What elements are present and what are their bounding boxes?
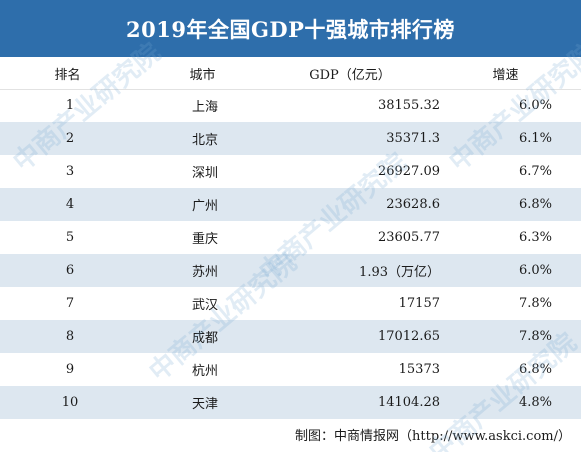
gdp-cell: 23605.77 [377, 230, 440, 245]
growth-cell: 6.0% [518, 98, 552, 113]
growth-cell: 7.8% [518, 329, 552, 344]
gdp-cell: 14104.28 [377, 395, 440, 410]
city-cell: 广州 [191, 199, 218, 214]
header-gdp: GDP（亿元） [309, 67, 391, 83]
header-city: 城市 [189, 67, 216, 83]
growth-cell: 6.1% [518, 131, 552, 146]
table-row: 4 广州 23628.6 6.8% [0, 188, 581, 221]
growth-cell: 7.8% [518, 296, 552, 311]
city-cell: 北京 [191, 133, 218, 148]
rank-cell: 9 [65, 362, 75, 377]
gdp-cell: 17157 [398, 296, 440, 311]
city-cell: 上海 [191, 100, 218, 115]
table-row: 9 杭州 15373 6.8% [0, 353, 581, 386]
city-cell: 成都 [191, 331, 218, 346]
rank-cell: 5 [65, 230, 75, 245]
table-row: 7 武汉 17157 7.8% [0, 287, 581, 320]
city-cell: 武汉 [191, 298, 218, 313]
growth-cell: 6.8% [518, 362, 552, 377]
rank-cell: 2 [65, 131, 75, 146]
growth-cell: 6.3% [518, 230, 552, 245]
rank-cell: 6 [65, 263, 75, 278]
source-note: 制图：中商情报网（http://www.askci.com/） [295, 429, 571, 444]
growth-cell: 4.8% [518, 395, 552, 410]
gdp-cell: 26927.09 [377, 164, 440, 179]
table-row: 5 重庆 23605.77 6.3% [0, 221, 581, 254]
table-row: 3 深圳 26927.09 6.7% [0, 155, 581, 188]
rank-cell: 3 [65, 164, 75, 179]
gdp-cell: 35371.3 [386, 131, 440, 146]
city-cell: 深圳 [191, 166, 218, 181]
header-growth: 增速 [492, 67, 519, 83]
growth-cell: 6.0% [518, 263, 552, 278]
rank-cell: 10 [61, 395, 79, 410]
city-cell: 杭州 [191, 364, 218, 379]
city-cell: 天津 [191, 397, 218, 412]
city-cell: 重庆 [191, 232, 218, 247]
gdp-cell: 23628.6 [386, 197, 440, 212]
gdp-cell: 17012.65 [377, 329, 440, 344]
header-rank: 排名 [54, 67, 81, 83]
page-title: 2019年全国GDP十强城市排行榜 [126, 16, 455, 42]
table-header: 排名 城市 GDP（亿元） 增速 [0, 57, 581, 90]
rank-cell: 8 [65, 329, 75, 344]
table-row: 1 上海 38155.32 6.0% [0, 89, 581, 122]
title-bar: 2019年全国GDP十强城市排行榜 [0, 0, 581, 57]
rank-cell: 1 [65, 98, 75, 113]
city-cell: 苏州 [191, 265, 218, 280]
gdp-cell: 15373 [398, 362, 440, 377]
table-row: 8 成都 17012.65 7.8% [0, 320, 581, 353]
growth-cell: 6.7% [518, 164, 552, 179]
table-row: 6 苏州 1.93（万亿） 6.0% [0, 254, 581, 287]
table-row: 10 天津 14104.28 4.8% [0, 386, 581, 419]
growth-cell: 6.8% [518, 197, 552, 212]
gdp-cell: 38155.32 [377, 98, 440, 113]
rank-cell: 4 [65, 197, 75, 212]
table-row: 2 北京 35371.3 6.1% [0, 122, 581, 155]
gdp-cell: 1.93（万亿） [359, 265, 440, 280]
table-body: 1 上海 38155.32 6.0% 2 北京 35371.3 6.1% 3 深… [0, 89, 581, 419]
rank-cell: 7 [65, 296, 75, 311]
